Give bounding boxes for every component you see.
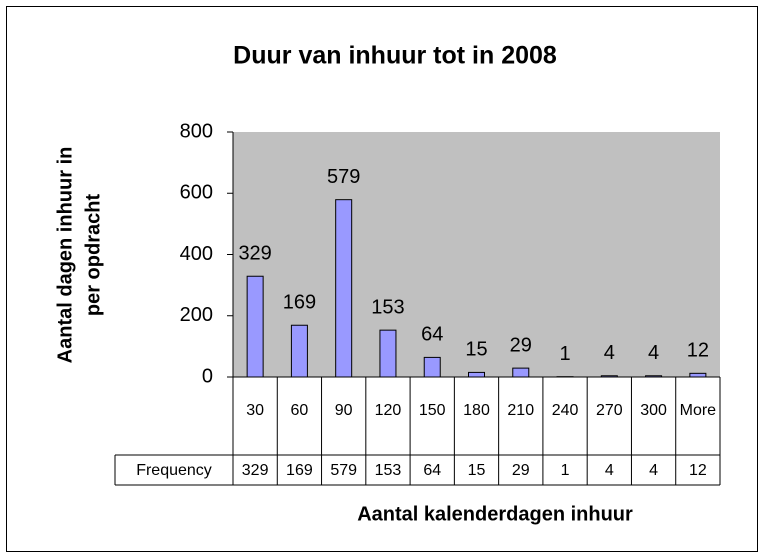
bar: [423, 356, 441, 378]
bar: [335, 199, 353, 378]
bar: [290, 324, 308, 378]
table-value: 29: [512, 462, 530, 479]
bar: [246, 275, 264, 378]
data-label: 153: [371, 296, 404, 318]
data-label: 1: [559, 343, 570, 365]
y-tick-label: 400: [180, 243, 213, 265]
x-tick-label: 60: [291, 402, 309, 419]
bar: [689, 372, 707, 378]
data-label: 64: [421, 324, 443, 346]
y-tick-label: 0: [202, 365, 213, 387]
y-tick-label: 200: [180, 304, 213, 326]
chart-title: Duur van inhuur tot in 2008: [233, 42, 557, 70]
y-axis-label: Aantal dagen inhuur in per opdracht: [54, 147, 104, 364]
bar: [379, 329, 397, 378]
table-value: 12: [689, 462, 707, 479]
data-label: 15: [465, 339, 487, 361]
x-tick-label: 150: [419, 402, 446, 419]
table-value: 153: [375, 462, 402, 479]
y-axis-label-line: per opdracht: [82, 194, 104, 317]
x-tick-label: 270: [596, 402, 623, 419]
table-value: 169: [286, 462, 313, 479]
table-value: 4: [649, 462, 658, 479]
table-value: 64: [423, 462, 441, 479]
y-axis-label-line: Aantal dagen inhuur in: [54, 147, 76, 364]
data-label: 12: [687, 340, 709, 362]
bar: [600, 375, 618, 378]
bar: [645, 375, 663, 378]
x-tick-label: 90: [335, 402, 353, 419]
x-tick-label: 210: [507, 402, 534, 419]
x-tick-label: 180: [463, 402, 490, 419]
data-label: 329: [238, 243, 271, 265]
table-value: 15: [468, 462, 486, 479]
plot-area: [233, 132, 720, 377]
table-value: 579: [330, 462, 357, 479]
x-axis-label: Aantal kalenderdagen inhuur: [357, 503, 633, 525]
data-label: 579: [327, 166, 360, 188]
data-label: 29: [510, 334, 532, 356]
y-tick-label: 800: [180, 120, 213, 142]
y-tick-label: 600: [180, 182, 213, 204]
x-tick-label: More: [680, 402, 717, 419]
bar: [468, 371, 485, 378]
x-tick-label: 300: [640, 402, 667, 419]
legend-label: Frequency: [136, 462, 212, 479]
bar: [512, 367, 530, 378]
x-tick-label: 240: [552, 402, 579, 419]
x-tick-label: 120: [375, 402, 402, 419]
table-value: 1: [561, 462, 570, 479]
data-label: 4: [648, 342, 659, 364]
x-tick-label: 30: [246, 402, 264, 419]
data-label: 169: [283, 292, 316, 314]
table-value: 329: [242, 462, 269, 479]
data-label: 4: [604, 342, 615, 364]
table-value: 4: [605, 462, 614, 479]
